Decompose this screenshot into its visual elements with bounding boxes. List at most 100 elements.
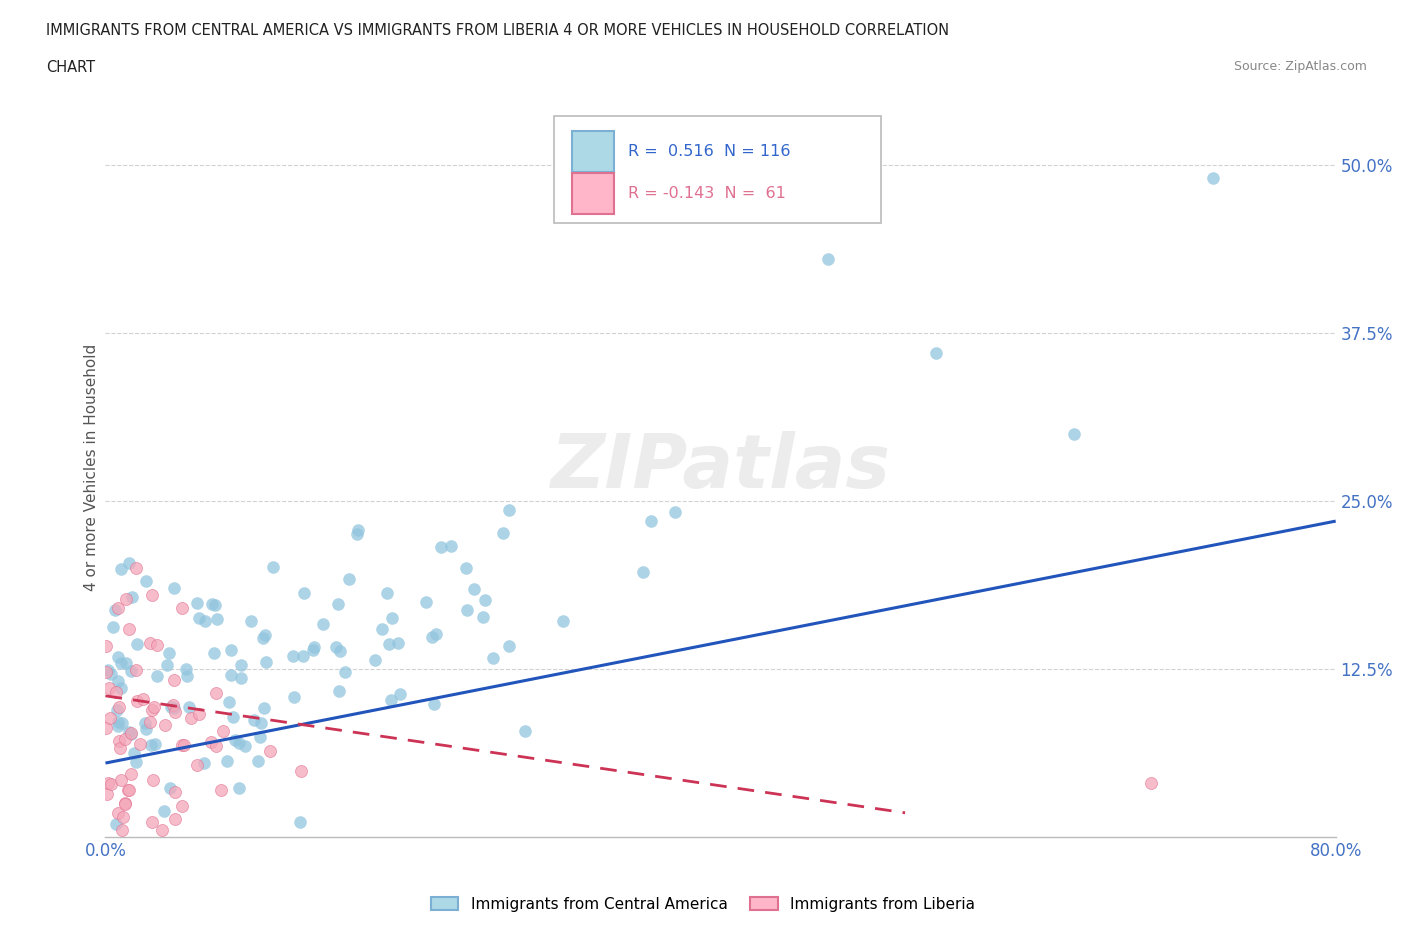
Point	[107, 674, 129, 689]
Point	[925, 346, 948, 361]
Point	[180, 711, 202, 726]
Y-axis label: 4 or more Vehicles in Household: 4 or more Vehicles in Household	[84, 344, 98, 591]
Text: Source: ZipAtlas.com: Source: ZipAtlas.com	[1233, 60, 1367, 73]
Point	[97, 776, 120, 790]
Point	[224, 733, 246, 748]
Point	[291, 649, 314, 664]
Point	[335, 664, 357, 679]
Point	[440, 538, 463, 553]
Point	[186, 595, 208, 610]
Point	[640, 514, 662, 529]
Point	[141, 588, 163, 603]
Point	[118, 724, 141, 739]
Point	[127, 637, 149, 652]
Point	[96, 638, 118, 653]
Point	[292, 585, 315, 600]
Point	[118, 621, 141, 636]
Point	[212, 724, 235, 738]
Point	[187, 610, 209, 625]
Point	[100, 777, 122, 791]
Point	[217, 754, 239, 769]
Point	[228, 780, 250, 795]
Point	[204, 597, 226, 612]
Point	[179, 700, 201, 715]
Point	[125, 663, 148, 678]
Point	[110, 656, 132, 671]
Point	[423, 697, 446, 711]
Point	[186, 758, 208, 773]
Point	[378, 636, 401, 651]
Point	[492, 525, 515, 540]
Point	[205, 739, 228, 754]
Bar	[572, 173, 613, 214]
Point	[346, 523, 368, 538]
Point	[143, 737, 166, 751]
Point	[551, 614, 574, 629]
Point	[165, 705, 187, 720]
Point	[381, 610, 404, 625]
Point	[187, 707, 209, 722]
Point	[96, 787, 118, 802]
Point	[139, 714, 162, 729]
Text: IMMIGRANTS FROM CENTRAL AMERICA VS IMMIGRANTS FROM LIBERIA 4 OR MORE VEHICLES IN: IMMIGRANTS FROM CENTRAL AMERICA VS IMMIG…	[46, 23, 949, 38]
Point	[107, 601, 129, 616]
Point	[101, 619, 124, 634]
Point	[326, 597, 349, 612]
Point	[228, 736, 250, 751]
Point	[302, 643, 325, 658]
Point	[200, 735, 222, 750]
Point	[337, 572, 360, 587]
Point	[254, 655, 277, 670]
Point	[111, 823, 134, 838]
Point	[107, 719, 129, 734]
Point	[110, 681, 132, 696]
Point	[425, 627, 447, 642]
Point	[120, 664, 142, 679]
Point	[250, 715, 273, 730]
Point	[141, 703, 163, 718]
Point	[138, 635, 160, 650]
Point	[159, 700, 181, 715]
Point	[290, 815, 312, 830]
Point	[252, 700, 274, 715]
Point	[163, 580, 186, 595]
Point	[170, 799, 193, 814]
Point	[135, 722, 157, 737]
Point	[125, 561, 148, 576]
Point	[173, 737, 195, 752]
Point	[193, 755, 215, 770]
Point	[107, 714, 129, 729]
Point	[209, 783, 232, 798]
Point	[371, 622, 394, 637]
Point	[107, 805, 129, 820]
Point	[328, 684, 350, 698]
Point	[115, 656, 138, 671]
Point	[117, 782, 139, 797]
Point	[135, 574, 157, 589]
Point	[231, 671, 253, 685]
Point	[146, 637, 169, 652]
Point	[498, 639, 520, 654]
Text: R =  0.516  N = 116: R = 0.516 N = 116	[628, 144, 790, 159]
Point	[290, 764, 312, 778]
Point	[817, 251, 839, 266]
Point	[132, 691, 155, 706]
FancyBboxPatch shape	[554, 116, 880, 223]
Point	[430, 540, 453, 555]
Point	[1063, 426, 1085, 441]
Point	[472, 610, 495, 625]
Point	[200, 596, 222, 611]
Point	[325, 639, 347, 654]
Point	[281, 648, 304, 663]
Point	[98, 711, 121, 725]
Point	[121, 590, 143, 604]
Point	[231, 658, 253, 672]
Point	[174, 662, 197, 677]
Point	[108, 741, 131, 756]
Point	[153, 804, 176, 818]
Point	[259, 743, 281, 758]
Point	[105, 702, 128, 717]
Point	[456, 561, 478, 576]
Point	[194, 614, 217, 629]
Legend: Immigrants from Central America, Immigrants from Liberia: Immigrants from Central America, Immigra…	[425, 890, 981, 918]
